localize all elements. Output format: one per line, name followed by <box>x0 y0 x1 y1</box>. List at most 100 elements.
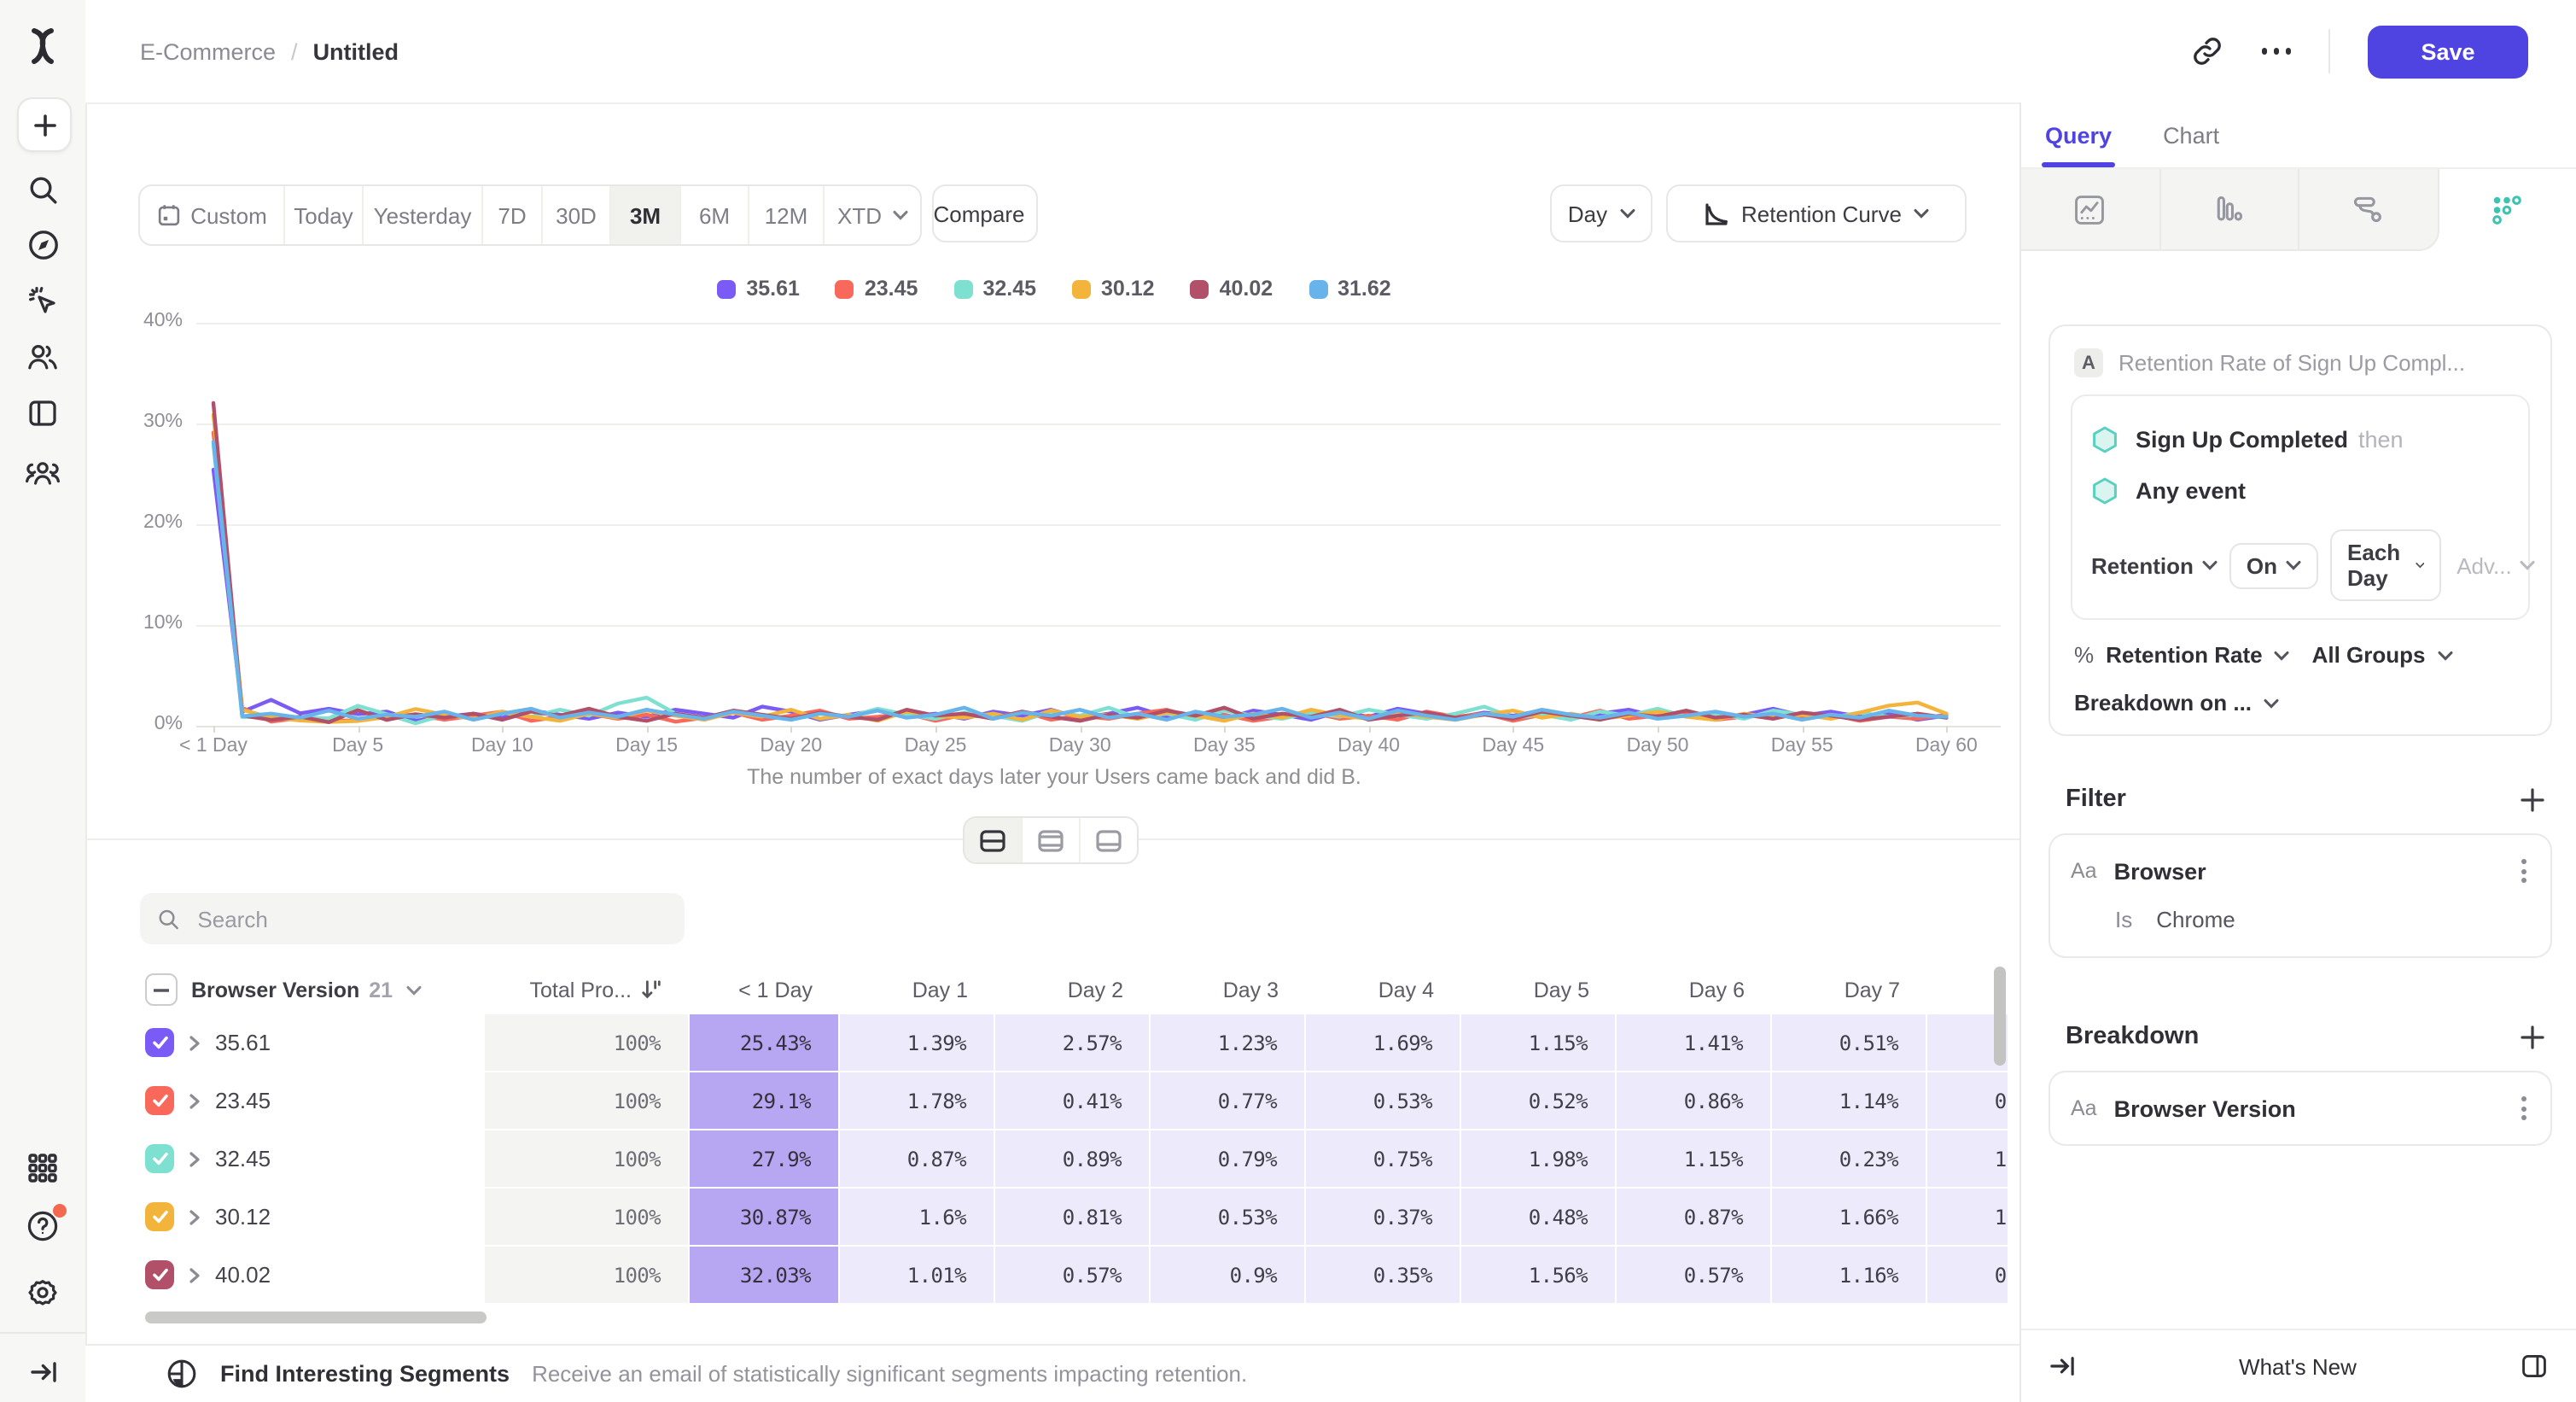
row-checkbox[interactable] <box>145 1260 174 1289</box>
save-button[interactable]: Save <box>2368 25 2528 78</box>
legend-item[interactable]: 40.02 <box>1190 277 1273 301</box>
tab-chart[interactable]: Chart <box>2163 122 2220 148</box>
select-all-checkbox[interactable] <box>145 973 178 1006</box>
column-header-day[interactable]: Day 4 <box>1306 965 1461 1014</box>
event-step-b[interactable]: Any event <box>2091 464 2509 516</box>
search-input[interactable] <box>194 904 667 933</box>
layout-chart-button[interactable] <box>1023 818 1081 862</box>
sort-desc-icon[interactable] <box>640 978 662 1001</box>
row-checkbox[interactable] <box>145 1028 174 1057</box>
x-axis-label: Day 20 <box>760 736 823 756</box>
flows-report-icon[interactable] <box>2299 169 2439 251</box>
expand-row-icon[interactable] <box>188 1034 201 1051</box>
range-6m[interactable]: 6M <box>681 186 749 244</box>
more-options-icon[interactable] <box>2261 48 2291 55</box>
column-header-day[interactable]: < 1 Day <box>690 965 840 1014</box>
events-cursor-icon[interactable] <box>0 278 85 323</box>
advanced-dropdown[interactable]: Adv... <box>2457 552 2536 578</box>
retention-type-dropdown[interactable]: Retention <box>2091 552 2218 578</box>
search-icon[interactable] <box>0 167 85 212</box>
range-yesterday[interactable]: Yesterday <box>364 186 483 244</box>
breakdown-property[interactable]: Browser Version <box>2113 1095 2296 1121</box>
column-header-day[interactable]: Day 6 <box>1617 965 1772 1014</box>
filter-property[interactable]: Browser <box>2113 858 2206 884</box>
funnels-report-icon[interactable] <box>2160 169 2299 251</box>
layout-table-button[interactable] <box>1081 818 1137 862</box>
column-header-day[interactable]: Day 5 <box>1461 965 1617 1014</box>
range-custom[interactable]: Custom <box>140 186 285 244</box>
filter-value[interactable]: Chrome <box>2156 907 2235 932</box>
collapse-panel-icon[interactable] <box>2049 1354 2076 1378</box>
legend-item[interactable]: 31.62 <box>1308 277 1391 301</box>
boards-icon[interactable] <box>0 391 85 435</box>
x-axis-label: Day 45 <box>1482 736 1545 756</box>
chart-type-button[interactable]: Retention Curve <box>1666 184 1967 242</box>
legend-item[interactable]: 35.61 <box>717 277 800 301</box>
expand-row-icon[interactable] <box>188 1208 201 1225</box>
mixpanel-logo-icon[interactable] <box>0 24 85 68</box>
event-steps-box: Sign Up Completed then Any event Retenti… <box>2071 394 2536 620</box>
table-horizontal-scrollbar[interactable] <box>145 1311 487 1323</box>
breakdown-card[interactable]: Aa Browser Version <box>2049 1071 2552 1146</box>
add-breakdown-button[interactable] <box>2520 1024 2545 1049</box>
add-filter-button[interactable] <box>2520 786 2545 812</box>
interesting-segments-bar[interactable]: Find Interesting Segments Receive an ema… <box>85 1344 2021 1402</box>
apps-grid-icon[interactable] <box>0 1146 85 1190</box>
legend-item[interactable]: 32.45 <box>953 277 1036 301</box>
filter-card[interactable]: Aa Browser Is Chrome <box>2049 833 2552 958</box>
event-step-a[interactable]: Sign Up Completed then <box>2091 413 2509 464</box>
cell-day0: 29.1% <box>690 1072 840 1130</box>
on-dropdown[interactable]: On <box>2229 542 2319 588</box>
row-checkbox[interactable] <box>145 1144 174 1173</box>
range-7d[interactable]: 7D <box>483 186 543 244</box>
range-label: 7D <box>498 202 527 228</box>
range-30d[interactable]: 30D <box>543 186 611 244</box>
breakdown-on-dropdown[interactable]: Breakdown on ... <box>2074 690 2253 716</box>
query-title[interactable]: Retention Rate of Sign Up Compl... <box>2118 350 2466 376</box>
column-header-day[interactable]: Day 2 <box>995 965 1151 1014</box>
settings-gear-icon[interactable] <box>0 1272 85 1317</box>
create-new-button[interactable] <box>17 97 72 152</box>
range-xtd[interactable]: XTD <box>825 186 920 244</box>
range-today[interactable]: Today <box>285 186 364 244</box>
breadcrumb-report-title[interactable]: Untitled <box>312 38 399 64</box>
column-header-day[interactable]: Day 7 <box>1772 965 1927 1014</box>
expand-row-icon[interactable] <box>188 1150 201 1167</box>
expand-row-icon[interactable] <box>188 1266 201 1283</box>
retention-report-icon[interactable] <box>2439 169 2576 251</box>
tab-query[interactable]: Query <box>2041 102 2116 167</box>
compare-button[interactable]: Compare <box>932 184 1038 242</box>
column-header-day[interactable]: Day 3 <box>1151 965 1306 1014</box>
expand-row-icon[interactable] <box>188 1092 201 1109</box>
share-link-icon[interactable] <box>2189 34 2223 68</box>
breadcrumb-project[interactable]: E-Commerce <box>140 38 277 64</box>
row-checkbox[interactable] <box>145 1202 174 1231</box>
range-12m[interactable]: 12M <box>749 186 825 244</box>
explore-compass-icon[interactable] <box>0 222 85 266</box>
each-day-dropdown[interactable]: Each Day <box>2330 529 2442 601</box>
chevron-down-icon[interactable] <box>406 984 422 995</box>
whats-new-link[interactable]: What's New <box>2239 1353 2357 1379</box>
cohorts-icon[interactable] <box>0 451 85 495</box>
filter-kebab-icon[interactable] <box>2518 856 2530 886</box>
table-vertical-scrollbar[interactable] <box>1994 967 2006 1066</box>
insights-report-icon[interactable] <box>2021 169 2160 251</box>
filter-operator[interactable]: Is <box>2115 907 2133 932</box>
legend-item[interactable]: 30.12 <box>1072 277 1155 301</box>
legend-item[interactable]: 23.45 <box>835 277 918 301</box>
help-icon[interactable] <box>0 1204 85 1248</box>
expand-sidebar-icon[interactable] <box>0 1349 85 1393</box>
layout-split-button[interactable] <box>965 818 1023 862</box>
column-header-day[interactable]: Day 1 <box>840 965 995 1014</box>
users-icon[interactable] <box>0 335 85 379</box>
measure-dropdown[interactable]: Retention Rate <box>2106 642 2263 668</box>
column-header-total[interactable]: Total Pro... <box>485 965 690 1014</box>
granularity-button[interactable]: Day <box>1550 184 1652 242</box>
side-panel-icon[interactable] <box>2520 1352 2549 1380</box>
groups-dropdown[interactable]: All Groups <box>2311 642 2426 668</box>
column-header-breakdown[interactable]: Browser Version 21 <box>140 965 485 1014</box>
range-3m[interactable]: 3M <box>611 186 681 244</box>
cell-day8: 1.21% <box>1927 1189 2008 1247</box>
row-checkbox[interactable] <box>145 1086 174 1115</box>
breakdown-kebab-icon[interactable] <box>2518 1093 2530 1124</box>
